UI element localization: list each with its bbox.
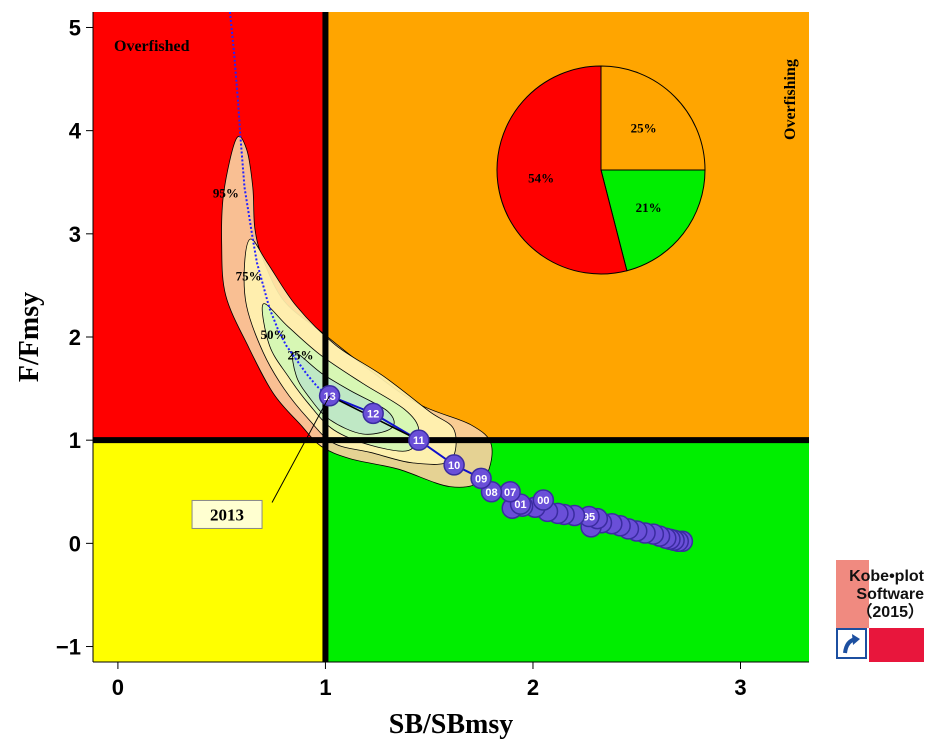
pie-slice-21pct xyxy=(600,169,706,272)
contour-label-95pct: 95% xyxy=(213,186,239,201)
overfished-label: Overfished xyxy=(114,38,190,55)
trajectory-point-label: 11 xyxy=(413,435,425,447)
trajectory-point-label: 10 xyxy=(448,460,460,472)
trajectory-point xyxy=(443,454,465,476)
logo-line-2: Software xyxy=(856,586,924,603)
pie-label-25pct: 25% xyxy=(631,120,657,135)
pie-label-54pct: 54% xyxy=(528,171,554,186)
logo-text: Kobe•plot Software （2015） xyxy=(838,568,924,622)
x-tick-label: 3 xyxy=(734,675,746,700)
kobe-plot-software-logo: Kobe•plot Software （2015） xyxy=(836,560,924,662)
trajectory-point-label: 08 xyxy=(485,487,497,499)
contour-label-25pct: 25% xyxy=(288,348,314,363)
overfishing-label: Overfishing xyxy=(782,59,799,140)
y-tick-label: −1 xyxy=(56,635,81,660)
trajectory-point xyxy=(408,429,430,451)
final-year-leader xyxy=(271,395,331,503)
logo-line-3: （2015） xyxy=(856,604,924,621)
y-tick-label: 4 xyxy=(69,119,82,144)
trajectory-point-label: 09 xyxy=(475,473,487,485)
x-tick-label: 0 xyxy=(112,675,124,700)
trajectory-point xyxy=(470,467,492,490)
final-year-label: 2013 xyxy=(210,505,244,524)
trajectory-point-label: 00 xyxy=(537,495,549,507)
quadrant-overfished xyxy=(93,440,326,662)
trajectory-point-label: 07 xyxy=(504,487,516,499)
trajectory-point-label: 95 xyxy=(583,512,595,524)
y-tick-label: 3 xyxy=(69,222,81,247)
y-tick-label: 1 xyxy=(69,428,81,453)
pie-slice-54pct xyxy=(496,65,628,275)
y-tick-label: 2 xyxy=(69,325,81,350)
shortcut-arrow-icon xyxy=(836,628,867,659)
quadrant-healthy xyxy=(325,440,809,662)
trajectory-point xyxy=(362,402,384,425)
trajectory-point xyxy=(532,489,555,511)
trajectory-point-label: 01 xyxy=(514,499,526,511)
x-axis-label: SB/SBmsy xyxy=(389,709,514,740)
y-tick-label: 5 xyxy=(69,15,81,40)
logo-pink-block xyxy=(836,560,869,628)
projection-dotted-line xyxy=(228,12,327,395)
x-tick-label: 1 xyxy=(319,675,331,700)
logo-red-block xyxy=(869,628,924,662)
contour-label-50pct: 50% xyxy=(261,327,287,342)
y-tick-label: 0 xyxy=(69,531,81,556)
x-tick-label: 2 xyxy=(527,675,539,700)
contour-label-75pct: 75% xyxy=(236,268,262,283)
trajectory-point-label: 12 xyxy=(367,408,379,420)
pie-label-21pct: 21% xyxy=(636,200,662,215)
pie-slice-25pct xyxy=(600,65,706,171)
final-year-box xyxy=(191,499,263,529)
logo-line-1: Kobe•plot xyxy=(849,568,924,585)
y-axis-label: F/Fmsy xyxy=(14,292,45,382)
